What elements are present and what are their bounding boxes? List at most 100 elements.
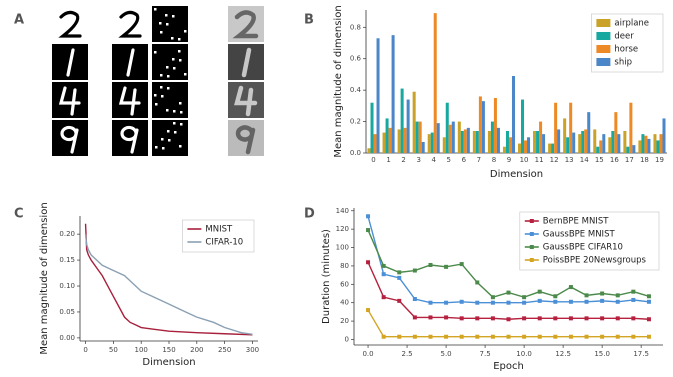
noise-tile	[152, 6, 188, 42]
x-tick-label: 6	[462, 156, 467, 164]
recon-stroke	[235, 125, 256, 155]
point-marker	[600, 334, 605, 339]
point-marker	[490, 334, 495, 339]
x-tick-label: 9	[507, 156, 511, 164]
series-line	[84, 223, 253, 336]
bar	[566, 137, 570, 153]
legend-label: deer	[614, 32, 634, 42]
point-marker	[459, 299, 464, 304]
bar	[382, 132, 386, 153]
bar	[647, 138, 651, 153]
bar	[397, 129, 401, 153]
point-marker	[366, 260, 371, 265]
point-marker	[397, 334, 402, 339]
point-marker	[428, 334, 433, 339]
y-tick-label: 0.8	[350, 23, 361, 31]
y-tick-label: 0.00	[59, 334, 75, 342]
bar	[593, 129, 597, 153]
point-marker	[506, 290, 511, 295]
point-marker	[381, 263, 386, 268]
noise-dot	[173, 110, 176, 113]
series-line	[84, 234, 253, 335]
bar	[481, 101, 485, 153]
noise-tile	[152, 44, 188, 80]
point-marker	[646, 299, 651, 304]
point-marker	[553, 316, 558, 321]
bar	[539, 121, 543, 153]
x-tick-label: 3	[416, 156, 420, 164]
y-axis-label: Mean magnitude of dimension	[39, 202, 50, 354]
y-tick-label: 0.05	[59, 308, 75, 316]
x-tick-label: 300	[246, 346, 259, 354]
noise-dot	[184, 30, 187, 33]
bar	[376, 38, 380, 153]
bar	[569, 102, 573, 153]
point-marker	[428, 263, 433, 268]
point-marker	[381, 295, 386, 300]
point-marker	[490, 316, 495, 321]
point-marker	[615, 334, 620, 339]
noise-dot	[167, 87, 170, 90]
bar	[524, 140, 528, 153]
legend-swatch	[596, 45, 611, 53]
bar	[584, 129, 588, 153]
bar	[632, 145, 636, 153]
noise-dot	[166, 23, 169, 26]
legend-label: GaussBPE MNIST	[543, 230, 616, 240]
noise-dot	[180, 111, 183, 114]
noise-dot	[167, 75, 170, 78]
legend-label: PoissBPE 20Newsgroups	[543, 256, 647, 266]
y-tick-label: 0	[345, 335, 349, 343]
bar	[391, 35, 395, 154]
noise-dot	[159, 22, 162, 25]
bar	[596, 146, 600, 153]
y-tick-label: 0.6	[350, 55, 362, 63]
noise-dot	[161, 138, 164, 141]
bar	[599, 140, 603, 153]
point-marker	[553, 334, 558, 339]
point-marker	[444, 315, 449, 320]
bar	[557, 129, 561, 153]
x-tick-label: 10	[520, 156, 529, 164]
digit-stroke	[58, 86, 81, 116]
x-axis-label: Epoch	[493, 361, 524, 372]
x-tick-label: 16	[610, 156, 619, 164]
bar	[400, 88, 404, 153]
x-tick-label: 12.5	[555, 350, 571, 358]
bar	[406, 99, 410, 153]
point-marker	[366, 228, 371, 233]
point-marker	[366, 308, 371, 313]
noise-dot	[174, 131, 177, 134]
point-marker	[615, 299, 620, 304]
point-marker	[381, 272, 386, 277]
point-marker	[631, 316, 636, 321]
recon-stroke	[232, 10, 259, 39]
point-marker	[631, 297, 636, 302]
bar	[542, 134, 546, 153]
point-marker	[631, 334, 636, 339]
y-tick-label: 0.0	[350, 149, 361, 157]
bar	[508, 137, 512, 153]
y-tick-label: 0.20	[59, 230, 75, 238]
point-marker	[444, 264, 449, 269]
noise-dot	[178, 38, 181, 41]
bar	[493, 98, 497, 153]
x-tick-label: 15.0	[594, 350, 610, 358]
x-tick-label: 10.0	[516, 350, 532, 358]
bar	[638, 140, 642, 153]
noise-dot	[161, 95, 164, 98]
bar	[662, 118, 666, 153]
point-marker	[506, 317, 511, 322]
image-tile	[112, 82, 148, 118]
bar	[451, 121, 455, 153]
bar	[644, 135, 648, 153]
point-marker	[522, 316, 527, 321]
x-tick-label: 1	[386, 156, 390, 164]
point-marker	[428, 300, 433, 305]
point-marker	[459, 262, 464, 267]
digit-stroke	[126, 48, 135, 77]
noise-tile	[152, 120, 188, 156]
bar	[536, 131, 540, 153]
bar	[433, 13, 437, 154]
point-marker	[584, 316, 589, 321]
